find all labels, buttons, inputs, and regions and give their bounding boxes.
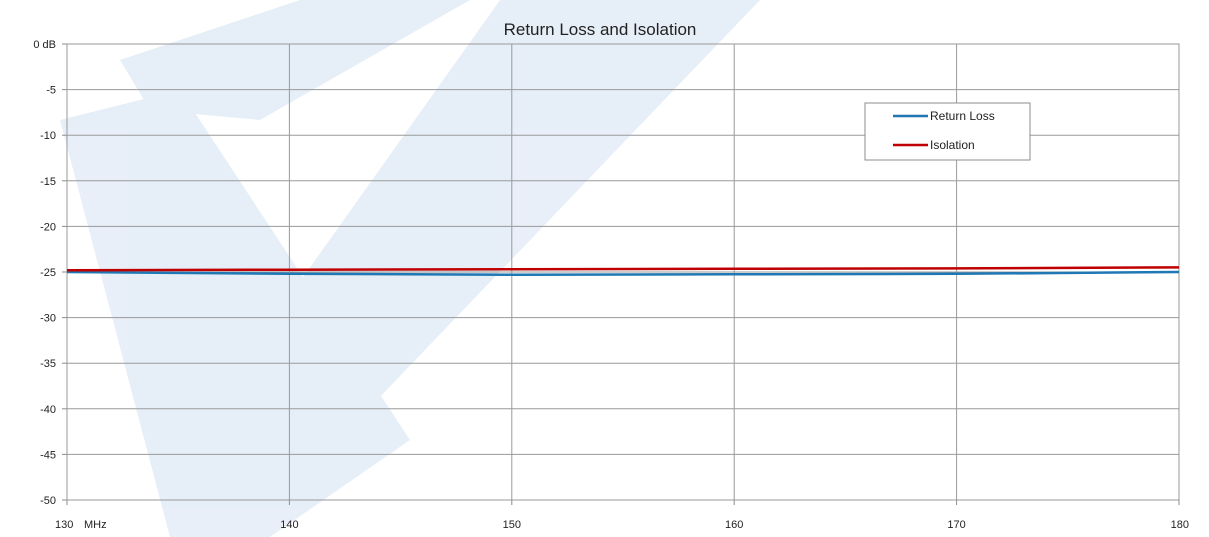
legend-box [864, 102, 1031, 161]
x-tick-label: 180 [1171, 519, 1189, 531]
x-tick-label: 130 [55, 519, 73, 531]
y-tick-label: -35 [40, 358, 56, 370]
x-axis-ticks: 130 140 150 160 170 180 [55, 500, 1189, 531]
x-tick-label: 160 [725, 519, 743, 531]
y-axis-ticks: 0 dB -5 -10 -15 -20 -25 -30 -35 -40 -45 -50 [33, 39, 67, 507]
grid-lines [66, 43, 1180, 501]
y-tick-label: -5 [46, 85, 56, 97]
y-tick-label: -45 [40, 449, 56, 461]
series-lines [66, 266, 1180, 276]
legend-label: Return Loss [930, 109, 995, 123]
x-tick-label: 150 [503, 519, 521, 531]
series-line-return-loss [66, 270, 1180, 276]
x-tick-label: 170 [947, 519, 965, 531]
chart-title: Return Loss and Isolation [504, 20, 697, 39]
y-tick-label: 0 dB [33, 39, 56, 51]
y-tick-label: -30 [40, 313, 56, 325]
y-tick-label: -20 [40, 221, 56, 233]
y-tick-label: -40 [40, 404, 56, 416]
y-tick-label: -25 [40, 267, 56, 279]
y-tick-label: -50 [40, 495, 56, 507]
y-tick-label: -15 [40, 176, 56, 188]
series-line-isolation [66, 266, 1180, 272]
y-tick-label: -10 [40, 130, 56, 142]
x-unit-label: MHz [84, 519, 107, 531]
legend-label: Isolation [930, 138, 975, 152]
legend: Return Loss Isolation [864, 102, 1031, 161]
x-tick-label: 140 [280, 519, 298, 531]
